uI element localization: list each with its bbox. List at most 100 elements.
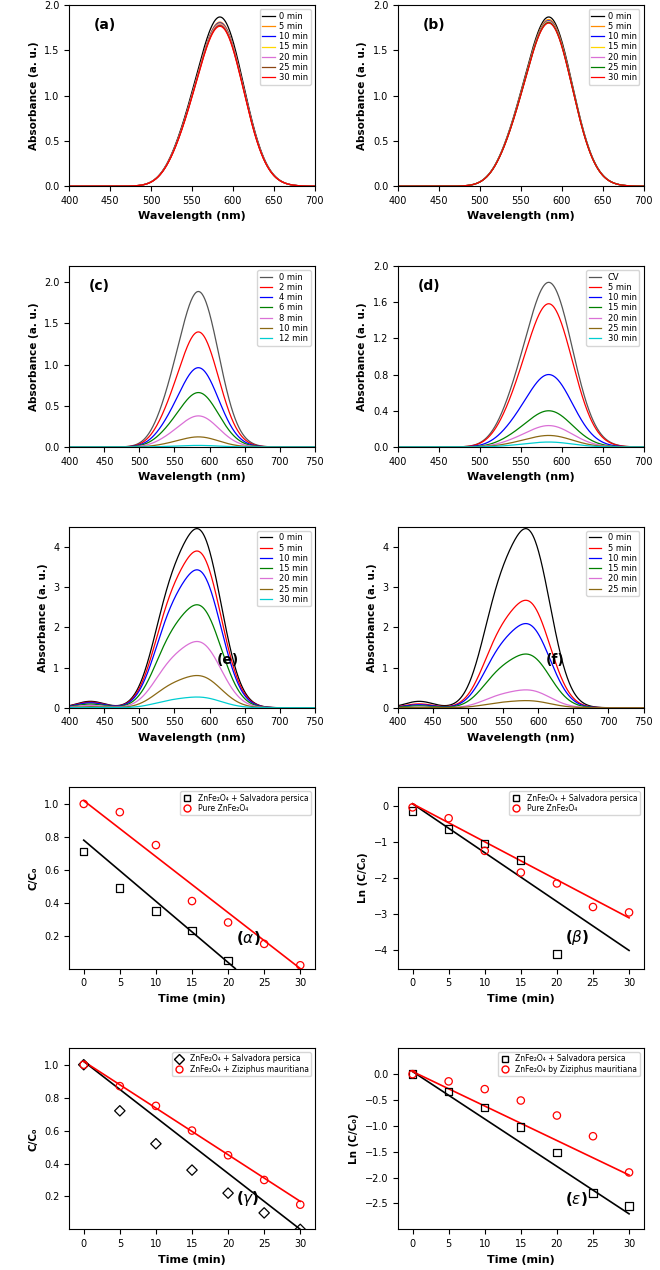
25 min xyxy=(176,672,184,687)
Point xyxy=(444,1081,454,1101)
5 min xyxy=(640,179,647,194)
30 min xyxy=(505,126,513,141)
Point xyxy=(552,944,562,964)
Line: 25 min: 25 min xyxy=(398,23,644,187)
15 min xyxy=(579,698,587,714)
10 min xyxy=(230,437,238,452)
12 min xyxy=(211,438,218,453)
5 min xyxy=(176,124,184,140)
12 min xyxy=(195,438,203,453)
5 min xyxy=(438,439,446,455)
12 min xyxy=(129,439,137,455)
12 min xyxy=(251,439,259,455)
30 min xyxy=(579,124,587,140)
30 min xyxy=(558,436,566,451)
15 min xyxy=(210,20,218,36)
Point xyxy=(223,1182,234,1203)
15 min xyxy=(558,409,566,424)
10 min xyxy=(539,18,546,33)
5 min xyxy=(558,38,566,53)
10 min xyxy=(210,20,218,36)
Point xyxy=(295,1219,306,1240)
Point xyxy=(515,1116,526,1137)
Point xyxy=(624,1196,634,1217)
Y-axis label: Absorbance (a. u.): Absorbance (a. u.) xyxy=(358,42,368,150)
12 min xyxy=(65,439,73,455)
15 min xyxy=(251,697,259,712)
8 min xyxy=(251,439,259,455)
30 min xyxy=(438,439,446,455)
12 min xyxy=(176,438,184,453)
Line: 0 min: 0 min xyxy=(69,528,315,707)
8 min xyxy=(129,439,137,455)
10 min xyxy=(579,123,587,138)
Point xyxy=(479,833,490,853)
2 min xyxy=(311,439,319,455)
Point xyxy=(150,1134,161,1154)
Line: 6 min: 6 min xyxy=(69,392,315,447)
30 min xyxy=(545,15,553,30)
8 min xyxy=(311,439,319,455)
20 min xyxy=(539,19,546,34)
10 min xyxy=(311,439,319,455)
0 min xyxy=(539,563,547,578)
25 min xyxy=(545,428,553,443)
Line: 0 min: 0 min xyxy=(69,17,315,187)
5 min xyxy=(129,178,137,193)
0 min xyxy=(230,406,238,422)
4 min xyxy=(195,361,203,376)
30 min xyxy=(251,126,259,141)
10 min xyxy=(311,179,319,194)
5 min xyxy=(230,39,238,55)
20 min xyxy=(505,432,513,447)
4 min xyxy=(109,439,117,455)
10 min xyxy=(539,370,546,385)
15 min xyxy=(579,123,587,138)
12 min xyxy=(311,439,319,455)
Text: (e): (e) xyxy=(216,654,239,668)
5 min xyxy=(65,698,73,714)
10 min xyxy=(129,692,137,707)
X-axis label: Wavelength (nm): Wavelength (nm) xyxy=(467,212,575,221)
Y-axis label: Absorbance (a. u.): Absorbance (a. u.) xyxy=(28,42,39,150)
20 min xyxy=(505,124,513,140)
Text: ($\alpha$): ($\alpha$) xyxy=(236,928,261,947)
CV xyxy=(457,439,465,455)
0 min xyxy=(109,439,117,455)
15 min xyxy=(129,695,137,710)
15 min xyxy=(558,686,566,701)
2 min xyxy=(251,437,259,452)
0 min xyxy=(230,36,238,51)
10 min xyxy=(394,700,402,715)
15 min xyxy=(640,700,647,715)
10 min xyxy=(176,126,184,141)
15 min xyxy=(521,646,529,662)
5 min xyxy=(539,617,547,632)
6 min xyxy=(251,438,259,453)
5 min xyxy=(251,124,259,140)
0 min xyxy=(640,179,647,194)
25 min xyxy=(394,179,402,194)
25 min xyxy=(129,698,137,714)
Point xyxy=(187,921,197,941)
Text: (b): (b) xyxy=(422,18,446,32)
25 min xyxy=(640,439,647,455)
25 min xyxy=(438,700,446,715)
Point xyxy=(295,1195,306,1215)
30 min xyxy=(65,179,73,194)
Point xyxy=(79,842,89,862)
CV xyxy=(539,279,546,295)
20 min xyxy=(129,696,137,711)
15 min xyxy=(539,19,546,34)
2 min xyxy=(109,439,117,455)
0 min xyxy=(311,700,319,715)
0 min xyxy=(216,9,224,24)
2 min xyxy=(230,415,238,431)
0 min xyxy=(558,36,566,51)
25 min xyxy=(640,700,647,715)
5 min xyxy=(457,439,465,455)
0 min xyxy=(251,437,259,452)
15 min xyxy=(558,39,566,55)
Point xyxy=(115,1101,125,1121)
15 min xyxy=(545,14,553,29)
